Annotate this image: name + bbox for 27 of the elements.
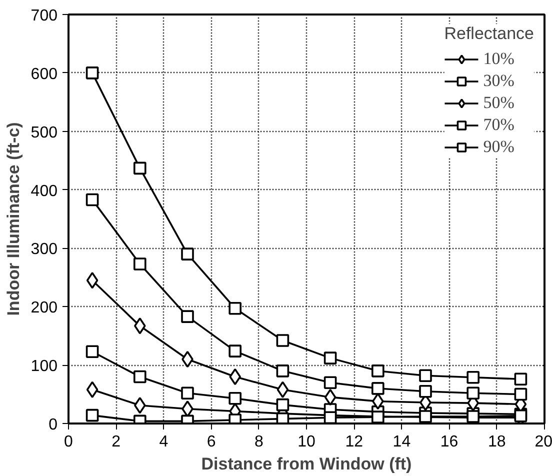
x-tick-label: 14	[392, 434, 411, 450]
legend-label: 90%	[483, 137, 514, 157]
legend-label: 70%	[483, 115, 514, 135]
y-tick-label: 300	[30, 241, 58, 258]
y-tick-label: 400	[30, 182, 58, 200]
x-tick-label: 2	[112, 434, 121, 450]
y-tick-label: 200	[30, 300, 58, 317]
legend-label: 30%	[483, 71, 514, 91]
x-tick-label: 0	[64, 434, 74, 450]
x-tick-label: 8	[254, 434, 264, 450]
x-tick-label: 10	[298, 434, 316, 450]
x-axis-title: Distance from Window (ft)	[201, 454, 412, 474]
y-tick-label: 600	[30, 66, 58, 83]
x-tick-label: 6	[206, 434, 216, 450]
y-axis-title: Indoor Illuminance (ft-c)	[4, 122, 23, 316]
x-tick-label: 4	[159, 434, 168, 450]
y-tick-label: 700	[30, 8, 58, 24]
legend-title: Reflectance	[444, 24, 534, 44]
legend-label: 10%	[483, 49, 514, 69]
x-tick-label: 20	[534, 434, 552, 450]
y-tick-label: 0	[48, 416, 58, 434]
legend-label: 50%	[483, 93, 514, 113]
x-tick-label: 12	[345, 434, 364, 450]
y-tick-label: 100	[30, 358, 58, 376]
x-tick-label: 18	[488, 434, 506, 450]
y-tick-label: 500	[30, 124, 58, 142]
x-tick-label: 16	[440, 434, 458, 450]
